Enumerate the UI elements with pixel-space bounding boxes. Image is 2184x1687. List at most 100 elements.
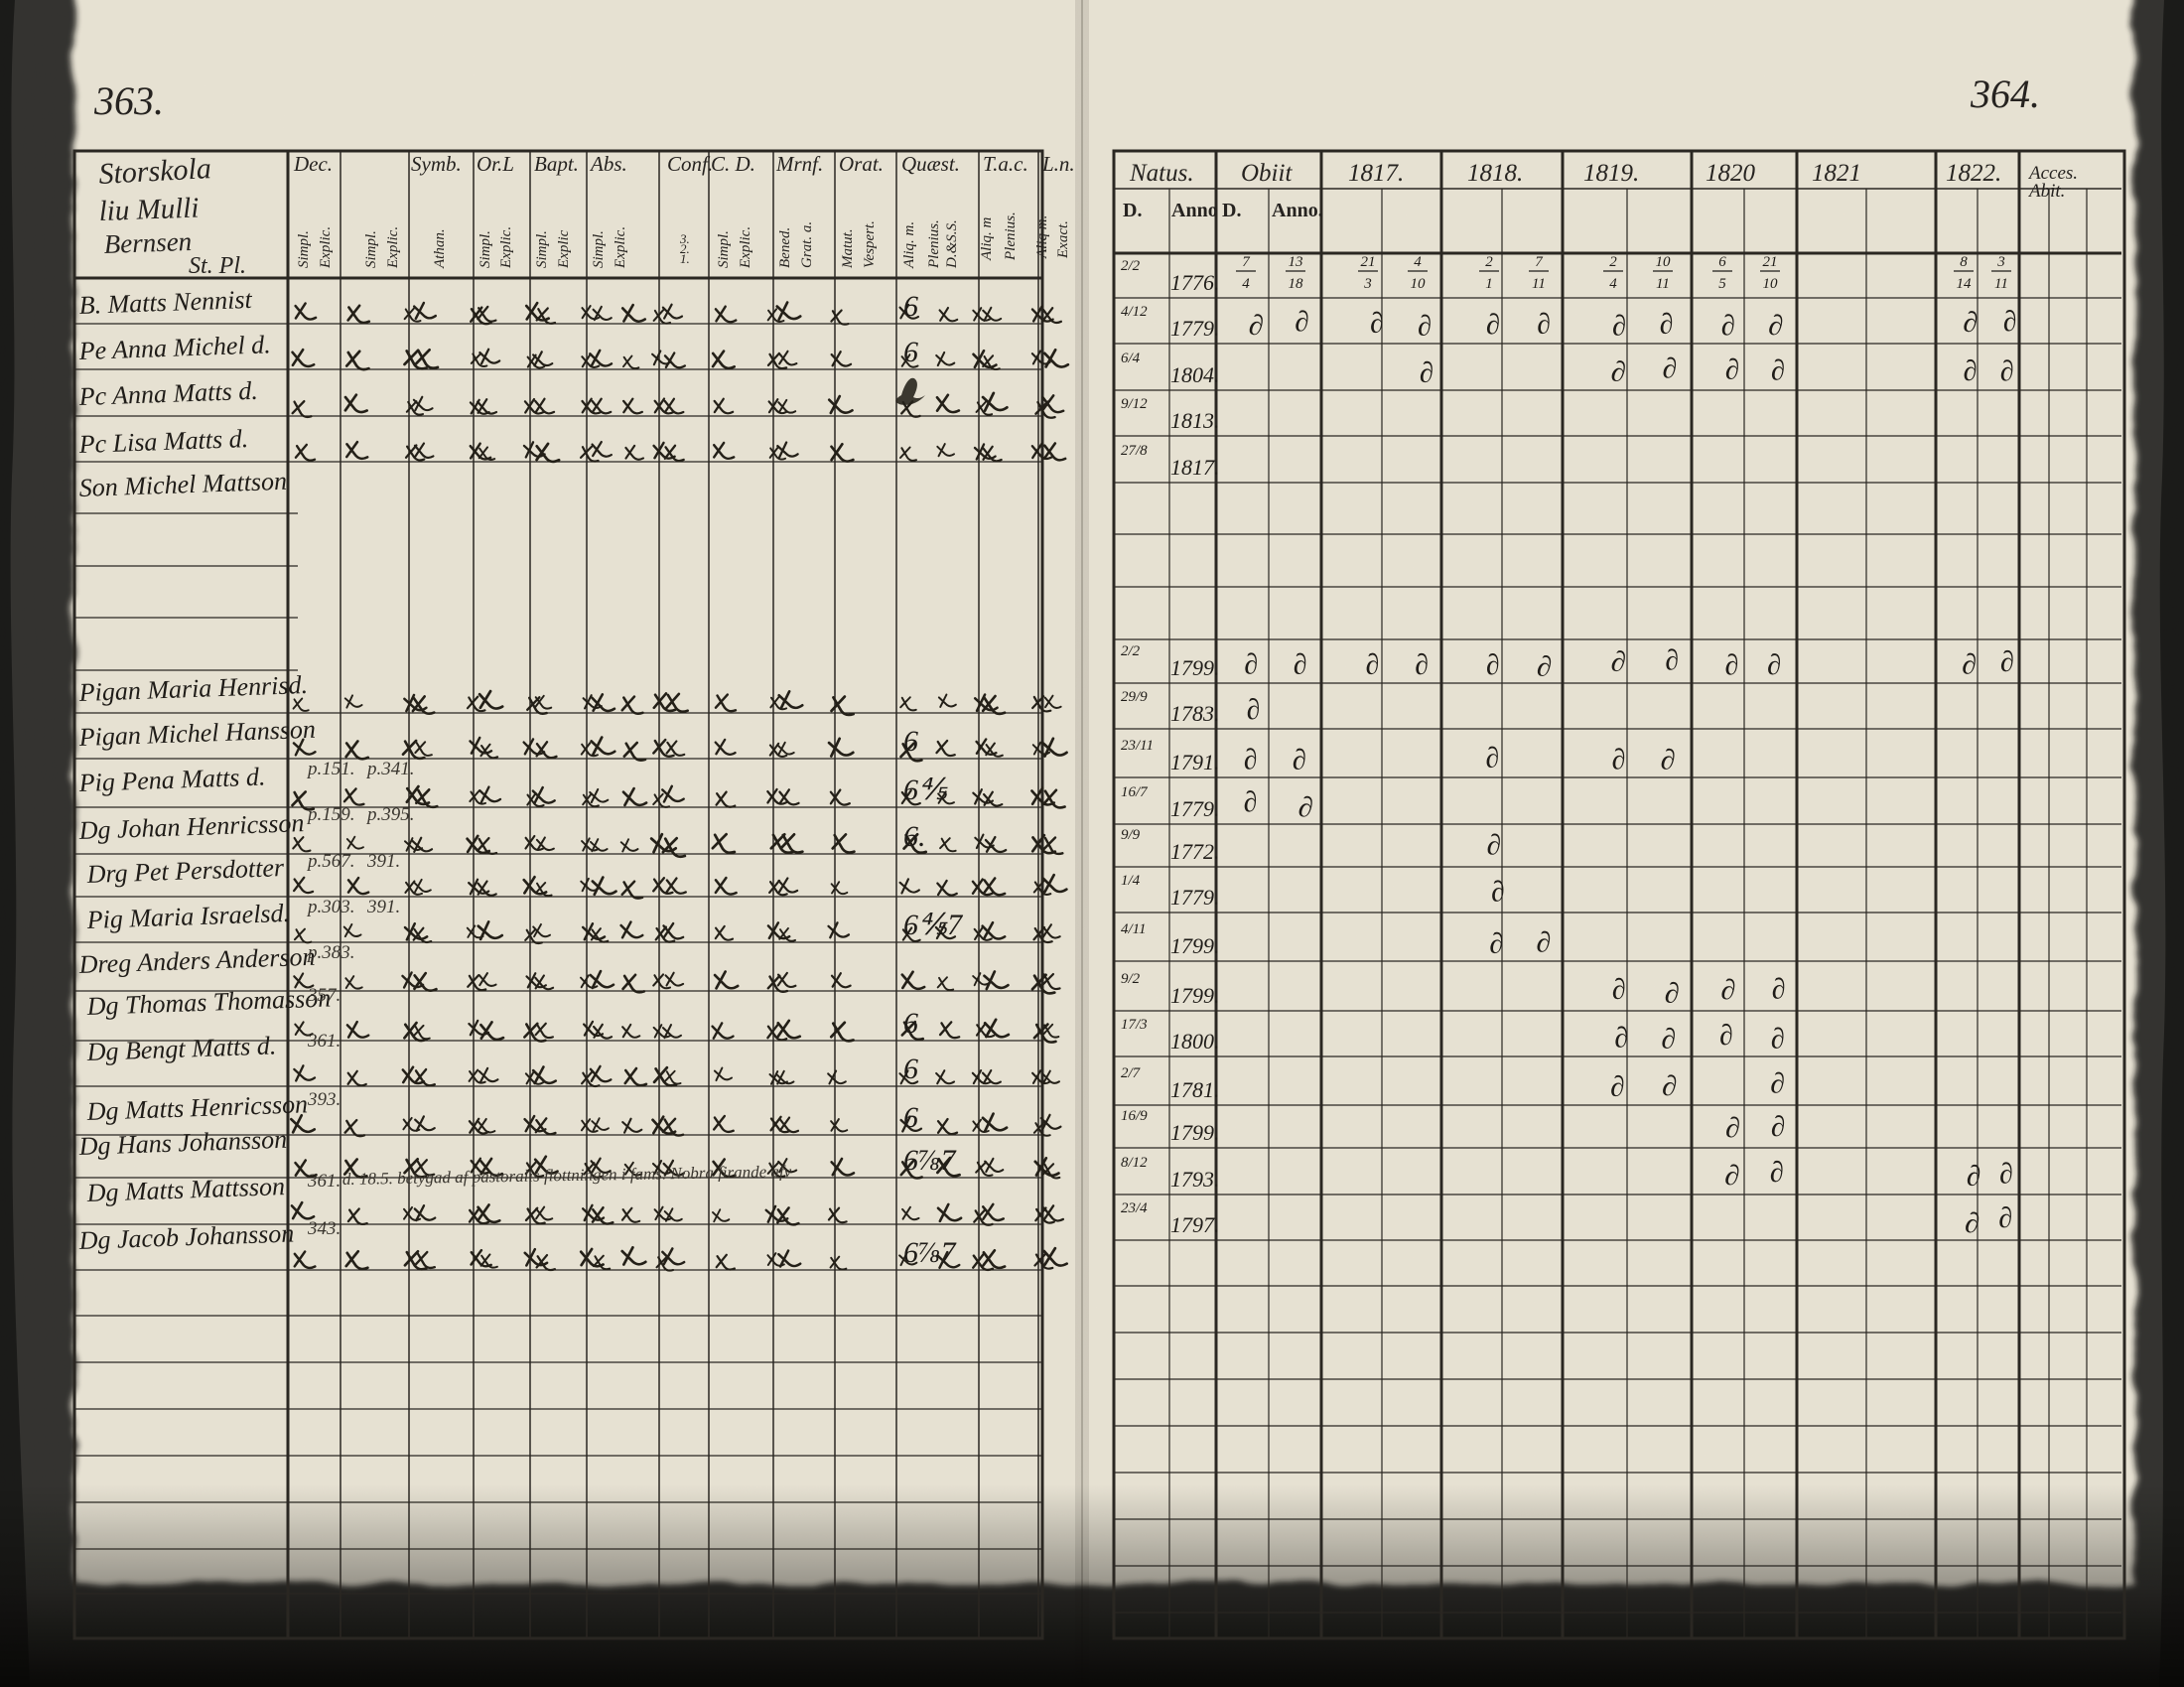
svg-text:11: 11: [1656, 276, 1670, 292]
svg-text:Simpl.: Simpl.: [363, 230, 379, 268]
svg-text:1799.: 1799.: [1170, 1120, 1220, 1145]
svg-text:1819.: 1819.: [1583, 160, 1639, 187]
svg-text:1772.: 1772.: [1170, 839, 1220, 864]
svg-text:∂: ∂: [1770, 1023, 1786, 1055]
svg-text:∂: ∂: [1999, 645, 2015, 678]
svg-text:393.: 393.: [307, 1089, 341, 1110]
svg-text:1813.: 1813.: [1170, 408, 1220, 433]
svg-text:6: 6: [903, 1053, 918, 1085]
svg-text:∂: ∂: [1486, 829, 1501, 861]
svg-text:16/9: 16/9: [1121, 1108, 1148, 1124]
svg-text:Obiit: Obiit: [1241, 160, 1293, 187]
svg-text:Dec.: Dec.: [293, 152, 333, 176]
svg-text:∂: ∂: [1295, 306, 1309, 338]
svg-text:p.395.: p.395.: [365, 804, 415, 825]
svg-text:∂: ∂: [1610, 744, 1627, 776]
svg-text:21: 21: [1361, 254, 1376, 270]
svg-text:∂: ∂: [1771, 1111, 1786, 1143]
svg-text:Grat. a.: Grat. a.: [799, 221, 815, 268]
svg-text:1800.: 1800.: [1170, 1029, 1220, 1054]
svg-text:1793.: 1793.: [1170, 1167, 1220, 1192]
svg-text:6: 6: [903, 336, 918, 368]
svg-text:Aliq m.: Aliq m.: [1034, 215, 1050, 259]
svg-text:Simpl.: Simpl.: [296, 230, 312, 268]
svg-text:23/11: 23/11: [1121, 738, 1154, 754]
svg-text:D.: D.: [1123, 200, 1142, 221]
svg-text:10: 10: [1763, 276, 1779, 292]
svg-text:Explic.: Explic.: [385, 226, 401, 269]
svg-text:Quæst.: Quæst.: [901, 152, 960, 176]
svg-text:∂: ∂: [1770, 973, 1787, 1006]
svg-text:2/7: 2/7: [1121, 1065, 1142, 1081]
svg-text:8: 8: [1960, 254, 1968, 270]
svg-text:p.159.: p.159.: [306, 804, 355, 825]
svg-text:p.383.: p.383.: [306, 942, 355, 963]
svg-text:1799.: 1799.: [1170, 655, 1220, 680]
svg-text:∂: ∂: [1770, 354, 1785, 386]
svg-text:Storskola: Storskola: [98, 152, 212, 191]
svg-text:6: 6: [903, 725, 918, 758]
svg-text:Symb.: Symb.: [411, 152, 462, 176]
svg-text:9/2: 9/2: [1121, 971, 1141, 987]
svg-text:1817.: 1817.: [1348, 160, 1404, 187]
svg-text:Bernsen: Bernsen: [103, 226, 192, 259]
svg-text:Abit.: Abit.: [2027, 181, 2065, 202]
svg-text:363.: 363.: [93, 78, 164, 123]
svg-text:1/4: 1/4: [1121, 873, 1141, 889]
svg-text:∂: ∂: [1658, 308, 1675, 341]
svg-text:1779.: 1779.: [1170, 316, 1220, 341]
svg-text:6/4: 6/4: [1121, 351, 1141, 366]
svg-text:Anno: Anno: [1171, 200, 1218, 221]
svg-text:Aliq. m: Aliq. m: [979, 217, 995, 261]
svg-text:1781.: 1781.: [1170, 1077, 1220, 1102]
svg-text:p.151.: p.151.: [306, 759, 355, 779]
svg-text:∂: ∂: [1967, 1161, 1981, 1193]
svg-text:4: 4: [1609, 276, 1617, 292]
svg-text:∂: ∂: [1720, 974, 1737, 1007]
svg-text:Anno.: Anno.: [1272, 200, 1323, 221]
svg-text:Plenius.: Plenius.: [926, 219, 942, 269]
svg-text:13: 13: [1289, 254, 1303, 270]
svg-text:361.: 361.: [307, 1171, 341, 1192]
svg-text:Aliq. m.: Aliq. m.: [901, 221, 917, 269]
svg-text:Or.L: Or.L: [477, 152, 514, 176]
svg-text:Conf.: Conf.: [667, 152, 713, 176]
svg-text:∂: ∂: [1419, 357, 1433, 389]
svg-text:∂: ∂: [1725, 354, 1740, 386]
svg-text:Simpl.: Simpl.: [716, 230, 732, 268]
svg-text:∂: ∂: [1720, 310, 1736, 343]
svg-text:1818.: 1818.: [1467, 160, 1523, 187]
svg-text:Simpl.: Simpl.: [591, 230, 607, 268]
svg-text:Vespert.: Vespert.: [862, 220, 878, 268]
svg-text:4/11: 4/11: [1121, 921, 1147, 937]
svg-text:p.303.: p.303.: [306, 897, 355, 917]
svg-text:∂: ∂: [1662, 352, 1678, 385]
svg-text:∂: ∂: [1723, 649, 1740, 682]
svg-text:9/12: 9/12: [1121, 396, 1148, 412]
svg-text:6⅘7: 6⅘7: [903, 909, 964, 941]
svg-text:6: 6: [1718, 254, 1726, 270]
svg-text:4/12: 4/12: [1121, 304, 1148, 320]
svg-text:D.&S.S.: D.&S.S.: [944, 219, 960, 269]
svg-text:14: 14: [1957, 276, 1973, 292]
svg-text:L.n.: L.n.: [1041, 152, 1075, 176]
svg-text:1791.: 1791.: [1170, 750, 1220, 774]
svg-text:2/2: 2/2: [1121, 643, 1141, 659]
svg-text:5: 5: [1718, 276, 1726, 292]
svg-text:∂: ∂: [1610, 1071, 1625, 1103]
svg-text:∂: ∂: [1660, 744, 1677, 776]
svg-text:4: 4: [1242, 276, 1250, 292]
svg-text:Simpl.: Simpl.: [534, 230, 550, 268]
svg-text:∂: ∂: [1243, 648, 1260, 681]
svg-text:Explic: Explic: [556, 229, 572, 269]
svg-text:p.567.: p.567.: [306, 851, 355, 872]
svg-text:Explic.: Explic.: [498, 226, 514, 269]
svg-text:Exact.: Exact.: [1055, 220, 1071, 259]
svg-text:∂: ∂: [1724, 1112, 1741, 1145]
svg-text:4: 4: [1414, 254, 1422, 270]
svg-text:∂: ∂: [1769, 1156, 1785, 1189]
svg-text:Plenius.: Plenius.: [1003, 211, 1019, 261]
svg-text:27/8: 27/8: [1121, 443, 1148, 459]
svg-text:p.341.: p.341.: [365, 759, 415, 779]
svg-text:1799.: 1799.: [1170, 933, 1220, 958]
